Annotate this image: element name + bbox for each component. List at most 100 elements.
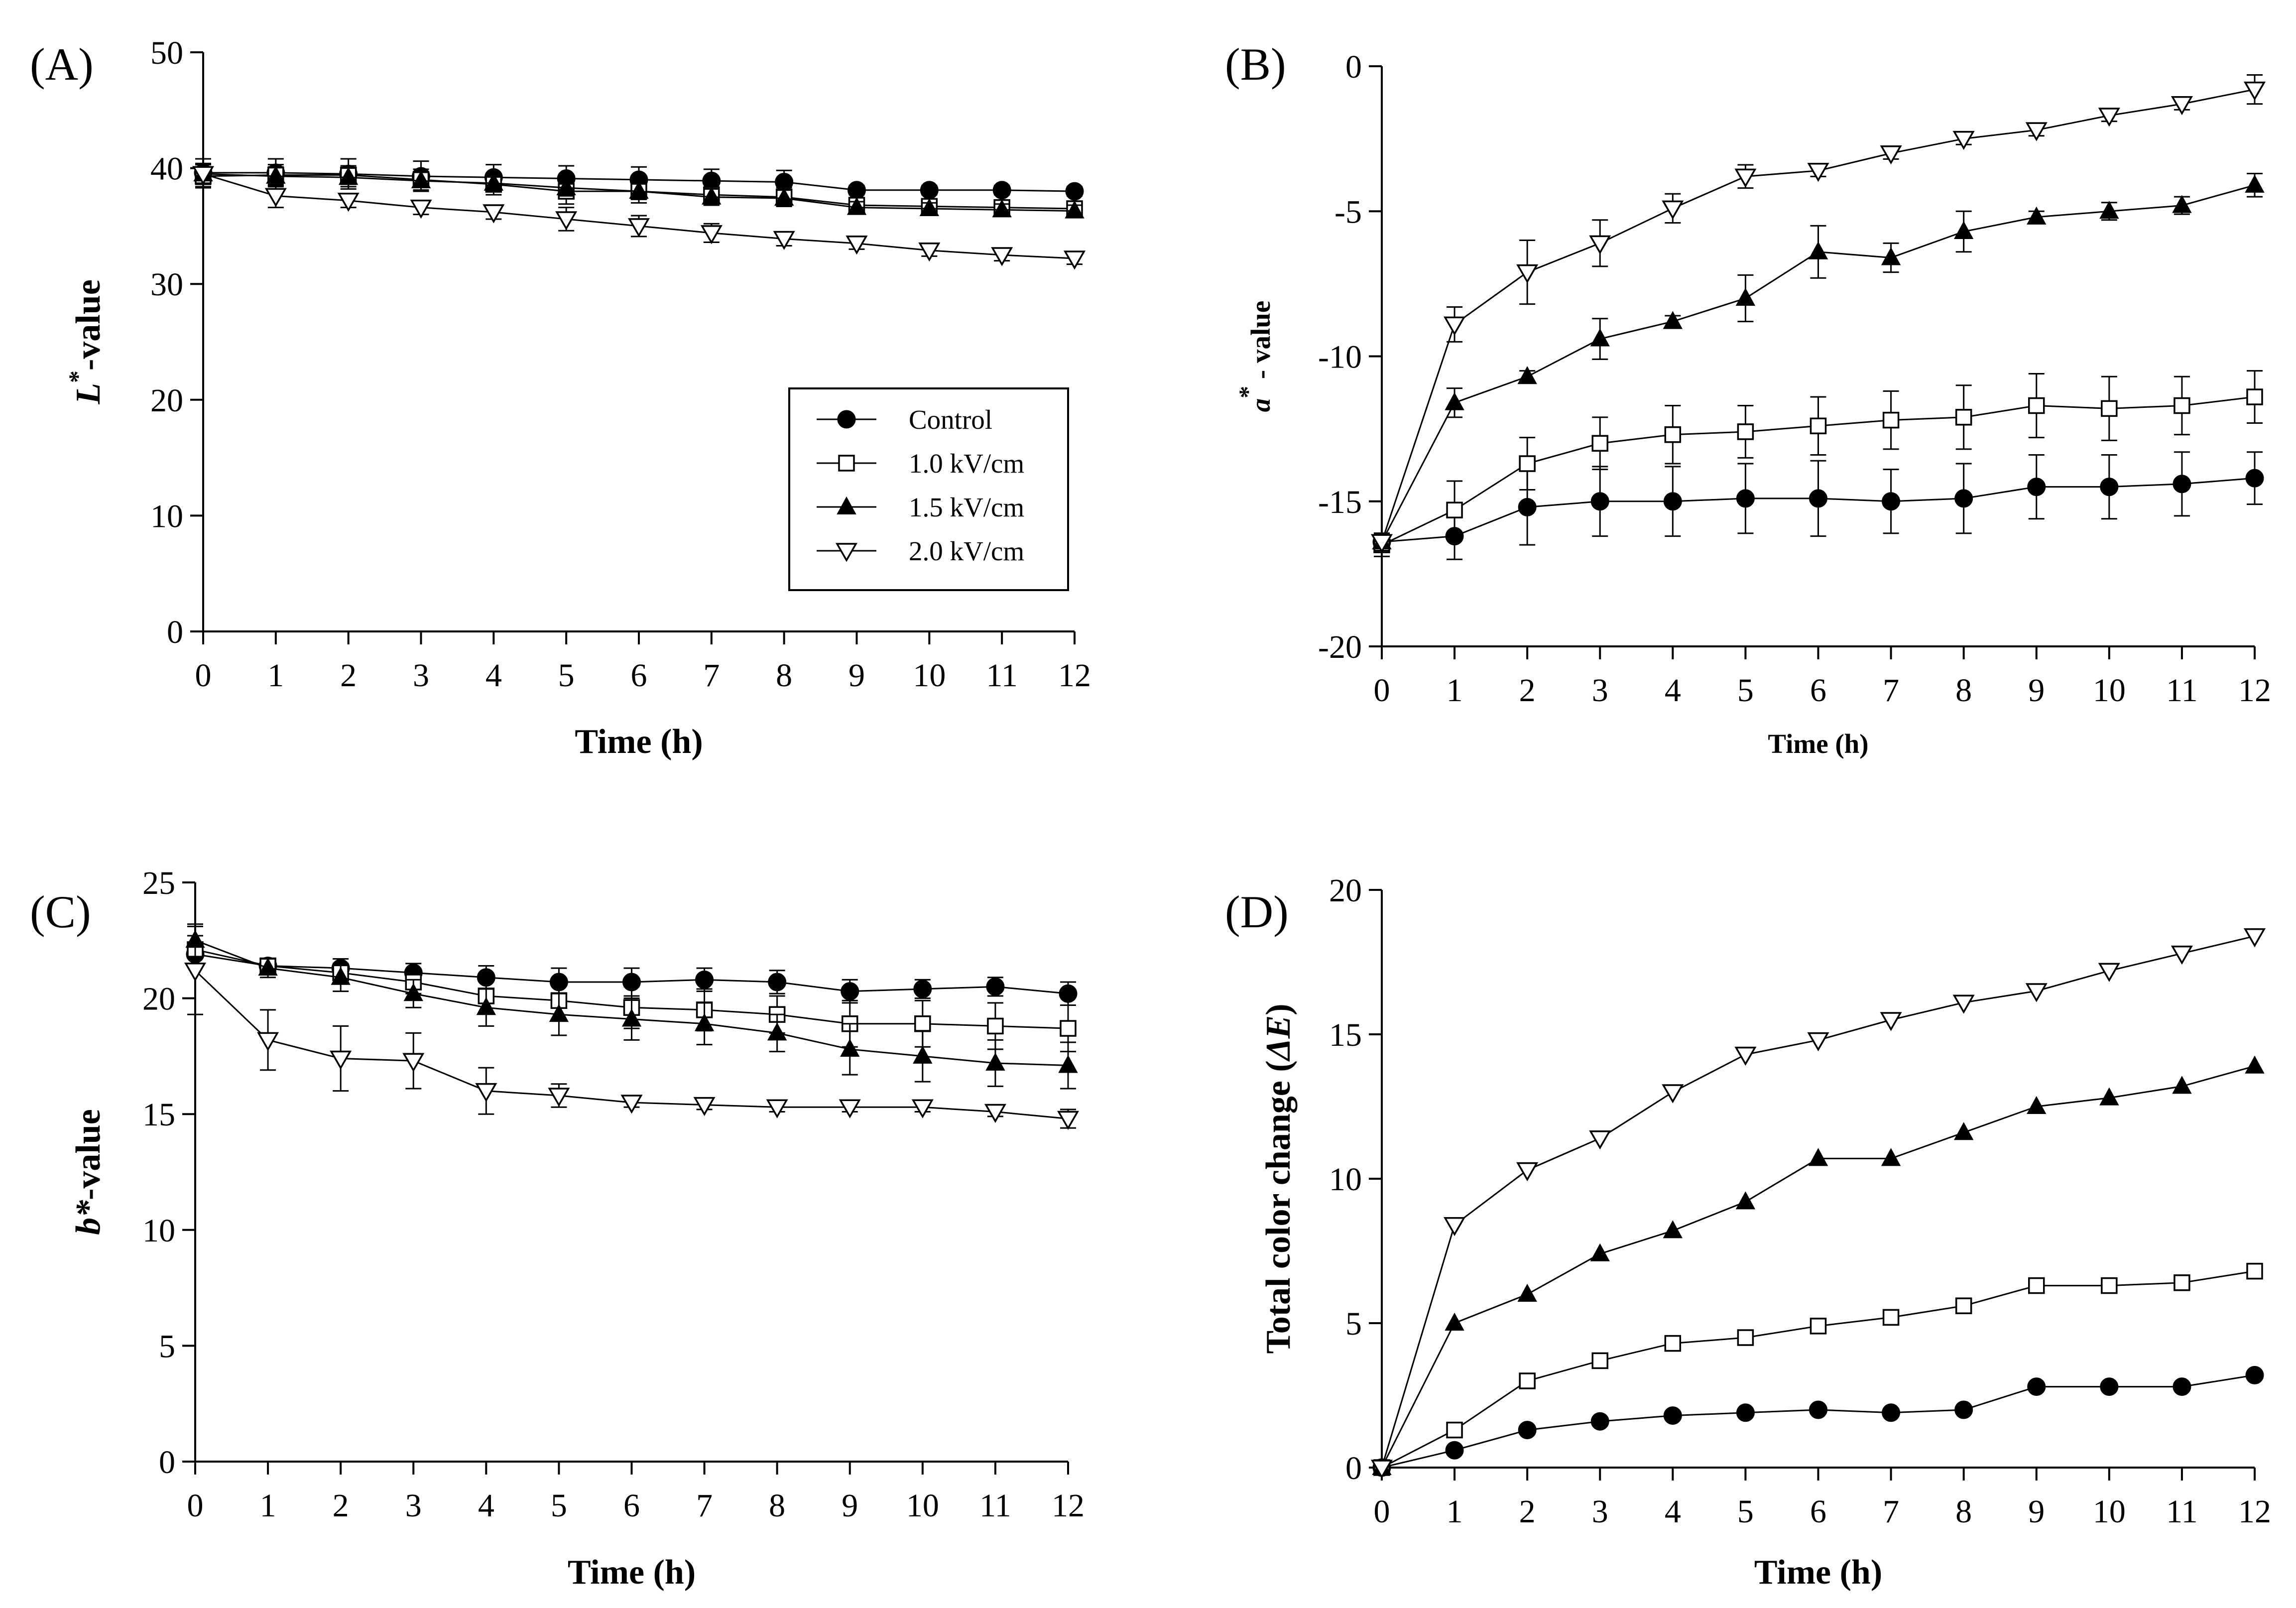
data-point [1445,1441,1464,1460]
data-point [1589,1130,1611,1150]
series-D-0 [1372,1365,2264,1477]
y-axis-label-italic: ΔE [1259,1015,1298,1062]
data-point [2174,397,2190,414]
data-point [1808,1148,1828,1166]
y-axis-label-main: L [69,383,108,405]
data-point [1517,1283,1537,1302]
x-tick-label-A: 11 [986,657,1018,694]
data-point [483,204,505,224]
data-point [192,166,215,185]
x-tick-label-B: 10 [2093,672,2126,709]
y-axis-label-rest: -value [69,1109,108,1200]
data-point [1953,1122,1974,1140]
data-point [846,197,867,215]
data-point [1446,501,1463,518]
panel-label-C: (C) [30,886,91,937]
y-axis-label-B: a* - value [1233,301,1276,412]
data-point [1444,316,1466,336]
data-point [1519,455,1536,472]
data-point [2174,1274,2190,1291]
data-point [1955,409,1972,426]
series-B-3 [1370,74,2266,553]
x-tick-label-A: 10 [913,657,946,694]
data-point [1953,221,1974,240]
data-point [984,1104,1006,1123]
data-point [549,1004,569,1022]
data-point [919,198,940,217]
data-point [483,172,504,191]
x-tick-label-A: 5 [558,657,575,694]
x-tick-label-D: 12 [2238,1493,2271,1530]
data-point [2027,206,2047,225]
data-point [331,967,351,985]
data-point [1663,311,1683,329]
data-point [556,177,576,196]
data-point [555,211,578,231]
data-point [1517,366,1537,384]
data-point [1591,435,1608,452]
x-tick-label-D: 2 [1519,1493,1536,1530]
data-point [693,1097,716,1116]
legend-marker [838,455,855,472]
data-point [620,1095,643,1114]
data-point [266,165,286,184]
data-point [1065,182,1084,201]
x-tick-label-C: 8 [769,1487,785,1524]
x-tick-label-D: 11 [2166,1493,2198,1530]
y-tick-label-D: 5 [1345,1306,1362,1342]
x-tick-label-A: 0 [195,657,212,694]
data-point [258,958,278,976]
data-point [2101,1277,2118,1294]
data-point [1810,417,1827,435]
y-tick-label-A: 40 [150,151,183,187]
data-point [1807,1032,1829,1052]
x-tick-label-C: 5 [551,1487,567,1524]
data-point [2100,1377,2119,1396]
series-line [1381,1374,2255,1469]
x-tick-label-C: 1 [260,1487,276,1524]
data-point [986,977,1005,996]
data-point [1809,1400,1827,1419]
data-point [1736,1403,1755,1422]
x-tick-label-B: 2 [1519,672,1536,709]
data-point [2246,388,2263,405]
data-point [2101,400,2118,417]
data-point [627,218,650,238]
y-tick-label-D: 10 [1329,1161,1362,1198]
data-point [1952,994,1975,1014]
x-tick-label-C: 9 [842,1487,858,1524]
data-point [629,181,649,199]
data-point [702,186,722,205]
series-C-2 [185,923,1078,1090]
series-line [1381,935,2255,1468]
x-tick-label-A: 8 [776,657,792,694]
panel-label-B: (B) [1225,39,1286,90]
data-point [1882,411,1900,429]
data-point [2171,945,2193,965]
data-point [1590,328,1610,347]
data-point [920,181,939,200]
y-tick-label-D: 15 [1329,1017,1362,1053]
data-point [2245,1365,2264,1384]
y-tick-label-C: 15 [142,1097,175,1133]
data-point [2245,469,2264,488]
x-tick-label-B: 4 [1665,672,1681,709]
data-point [2245,174,2265,193]
data-point [1518,497,1537,516]
data-point [475,1083,497,1103]
data-point [257,1032,279,1051]
y-axis-label-rest: - value [1245,301,1276,386]
x-tick-label-B: 7 [1883,672,1899,709]
data-point [1663,492,1682,511]
legend-box [788,387,1069,591]
data-point [695,970,714,989]
data-point [1737,423,1754,440]
data-point [2028,1277,2045,1294]
data-point [913,980,932,998]
y-axis-label-main: Total color change ( [1259,1060,1298,1354]
data-point [1954,489,1973,508]
x-tick-label-A: 3 [413,657,429,694]
data-point [1057,1111,1080,1130]
y-tick-label-A: 50 [150,35,183,71]
